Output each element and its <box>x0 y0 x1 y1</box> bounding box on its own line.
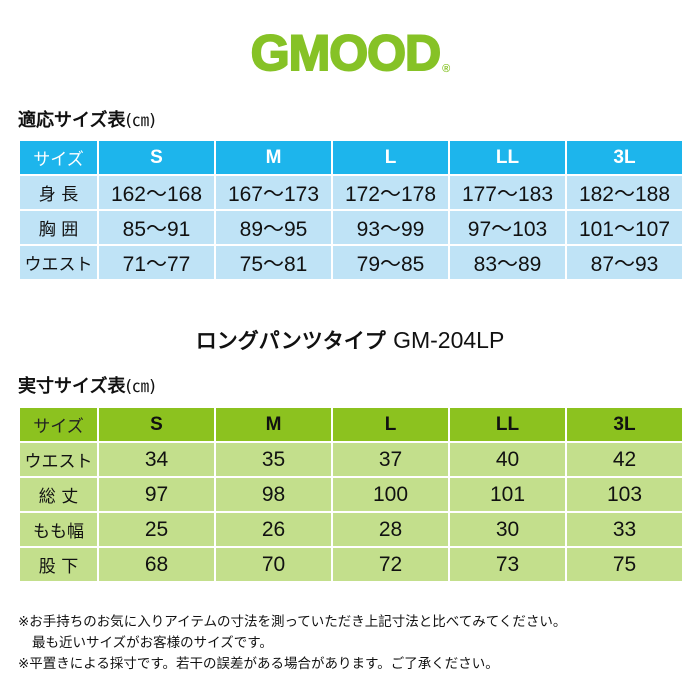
footnote-line: ※平置きによる採寸です。若干の誤差がある場合があります。ご了承ください。 <box>18 656 499 672</box>
table-row: ウエスト 34 35 37 40 42 <box>18 441 684 478</box>
row-label-chest: 胸 囲 <box>18 209 99 246</box>
product-type: ロングパンツタイプ <box>195 329 386 353</box>
table-cell: 70 <box>214 546 333 583</box>
row-label-height: 身 長 <box>18 174 99 211</box>
table-cell: 172～178 <box>331 174 450 211</box>
product-title: ロングパンツタイプ GM-204LP <box>0 327 700 354</box>
table-cell: 101～107 <box>565 209 684 246</box>
table-cell: 73 <box>448 546 567 583</box>
table-cell: 72 <box>331 546 450 583</box>
table-row: 胸 囲 85～91 89～95 93～99 97～103 101～107 <box>18 209 684 246</box>
table-cell: 177～183 <box>448 174 567 211</box>
table-cell: 93～99 <box>331 209 450 246</box>
fit-table-title: 適応サイズ表(㎝) <box>18 110 156 132</box>
footnotes: ※お手持ちのお気に入りアイテムの寸法を測っていただき上記寸法と比べてみてください… <box>18 612 566 675</box>
table-cell: 83～89 <box>448 244 567 281</box>
table-cell: 71～77 <box>97 244 216 281</box>
row-label-total-length: 総 丈 <box>18 476 99 513</box>
table-header-row: サイズ S M L LL 3L <box>18 139 684 176</box>
table-cell: 100 <box>331 476 450 513</box>
table-cell: 25 <box>97 511 216 548</box>
brand-logo: GMOOD ® <box>0 25 700 96</box>
table-cell: 79～85 <box>331 244 450 281</box>
header-cell-ll: LL <box>448 139 567 176</box>
table-cell: 87～93 <box>565 244 684 281</box>
table-cell: 98 <box>214 476 333 513</box>
table-row: もも幅 25 26 28 30 33 <box>18 511 684 548</box>
header-cell-3l: 3L <box>565 139 684 176</box>
measurement-size-table: サイズ S M L LL 3L ウエスト 34 35 37 40 42 総 丈 … <box>18 406 684 583</box>
table-cell: 37 <box>331 441 450 478</box>
measure-table-unit: (㎝) <box>125 377 156 397</box>
product-code: GM-204LP <box>393 327 505 353</box>
row-label-thigh-width: もも幅 <box>18 511 99 548</box>
table-row: 身 長 162～168 167～173 172～178 177～183 182～… <box>18 174 684 211</box>
header-cell-l: L <box>331 406 450 443</box>
table-cell: 42 <box>565 441 684 478</box>
footnote-line: ※お手持ちのお気に入りアイテムの寸法を測っていただき上記寸法と比べてみてください… <box>18 614 567 630</box>
table-header-row: サイズ S M L LL 3L <box>18 406 684 443</box>
table-cell: 40 <box>448 441 567 478</box>
registered-mark-icon: ® <box>442 63 450 75</box>
header-cell-3l: 3L <box>565 406 684 443</box>
table-cell: 34 <box>97 441 216 478</box>
fit-table-title-text: 適応サイズ表 <box>18 110 126 131</box>
table-cell: 68 <box>97 546 216 583</box>
table-cell: 30 <box>448 511 567 548</box>
table-cell: 167～173 <box>214 174 333 211</box>
table-row: 総 丈 97 98 100 101 103 <box>18 476 684 513</box>
header-cell-size: サイズ <box>18 139 99 176</box>
table-cell: 75～81 <box>214 244 333 281</box>
header-cell-m: M <box>214 406 333 443</box>
header-cell-l: L <box>331 139 450 176</box>
table-cell: 162～168 <box>97 174 216 211</box>
table-cell: 26 <box>214 511 333 548</box>
footnote-line: 最も近いサイズがお客様のサイズです。 <box>32 635 273 651</box>
table-cell: 33 <box>565 511 684 548</box>
fit-size-table: サイズ S M L LL 3L 身 長 162～168 167～173 172～… <box>18 139 684 281</box>
table-cell: 85～91 <box>97 209 216 246</box>
measure-table-title-text: 実寸サイズ表 <box>18 376 126 397</box>
table-row: 股 下 68 70 72 73 75 <box>18 546 684 583</box>
measure-table-title: 実寸サイズ表(㎝) <box>18 376 156 398</box>
brand-logo-text: GMOOD <box>250 25 442 81</box>
row-label-waist: ウエスト <box>18 244 99 281</box>
fit-table-unit: (㎝) <box>125 111 156 131</box>
table-cell: 101 <box>448 476 567 513</box>
table-cell: 75 <box>565 546 684 583</box>
header-cell-size: サイズ <box>18 406 99 443</box>
row-label-waist: ウエスト <box>18 441 99 478</box>
table-cell: 35 <box>214 441 333 478</box>
header-cell-ll: LL <box>448 406 567 443</box>
table-cell: 89～95 <box>214 209 333 246</box>
header-cell-s: S <box>97 406 216 443</box>
table-row: ウエスト 71～77 75～81 79～85 83～89 87～93 <box>18 244 684 281</box>
table-cell: 182～188 <box>565 174 684 211</box>
table-cell: 97～103 <box>448 209 567 246</box>
row-label-inseam: 股 下 <box>18 546 99 583</box>
table-cell: 103 <box>565 476 684 513</box>
header-cell-m: M <box>214 139 333 176</box>
table-cell: 28 <box>331 511 450 548</box>
header-cell-s: S <box>97 139 216 176</box>
table-cell: 97 <box>97 476 216 513</box>
